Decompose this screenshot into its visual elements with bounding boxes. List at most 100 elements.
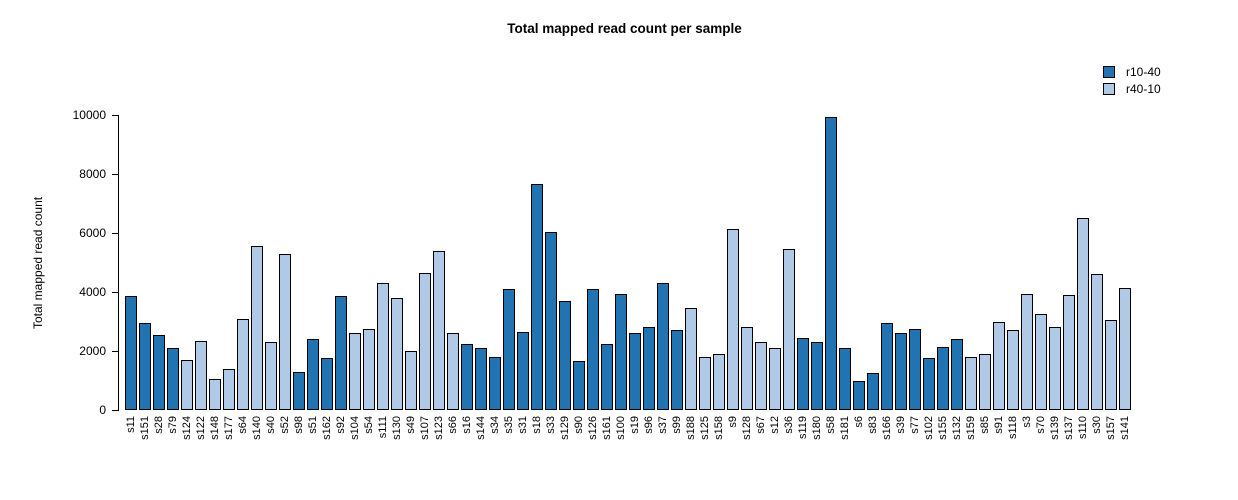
x-label-cell: s52: [279, 416, 291, 434]
x-tick-label: s155: [937, 416, 949, 440]
x-tick-label: s177: [223, 416, 235, 440]
bar-s36: [783, 249, 795, 410]
bar-s64: [237, 318, 249, 410]
x-tick-label: s132: [951, 416, 963, 440]
x-tick-label: s157: [1105, 416, 1117, 440]
x-tick-label: s118: [1007, 416, 1019, 440]
x-label-cell: s79: [167, 416, 179, 434]
bar-s18: [531, 184, 543, 410]
bar-s99: [671, 330, 683, 410]
x-label-cell: s77: [909, 416, 921, 434]
x-label-cell: s140: [251, 416, 263, 440]
x-tick-label: s128: [741, 416, 753, 440]
x-label-cell: s137: [1063, 416, 1075, 440]
x-tick-label: s98: [293, 416, 305, 434]
bar-s16: [461, 343, 473, 410]
x-label-cell: s67: [755, 416, 767, 434]
bar-s119: [797, 337, 809, 410]
x-label-cell: s181: [839, 416, 851, 440]
x-tick-label: s66: [447, 416, 459, 434]
bar-s122: [195, 340, 207, 410]
bar-s49: [405, 351, 417, 410]
x-label-cell: s155: [937, 416, 949, 440]
x-tick-label: s188: [685, 416, 697, 440]
x-tick-label: s124: [181, 416, 193, 440]
legend-label: r40-10: [1126, 81, 1161, 96]
x-label-cell: s177: [223, 416, 235, 440]
bar-s3: [1021, 293, 1033, 410]
x-label-cell: s130: [391, 416, 403, 440]
legend: r10-40 r40-10: [1103, 63, 1161, 97]
bar-s151: [139, 323, 151, 410]
x-tick-label: s36: [783, 416, 795, 434]
x-label-cell: s37: [657, 416, 669, 434]
x-tick-label: s33: [545, 416, 557, 434]
bar-s180: [811, 342, 823, 410]
x-tick-label: s141: [1119, 416, 1131, 440]
x-label-cell: s180: [811, 416, 823, 440]
bar-s54: [363, 328, 375, 410]
x-tick-label: s67: [755, 416, 767, 434]
x-tick-label: s104: [349, 416, 361, 440]
y-axis-line: [118, 115, 119, 411]
x-label-cell: s144: [475, 416, 487, 440]
x-tick-label: s51: [307, 416, 319, 434]
bar-s92: [335, 296, 347, 410]
x-tick-label: s92: [335, 416, 347, 434]
x-label-cell: s141: [1119, 416, 1131, 440]
x-label-cell: s33: [545, 416, 557, 434]
x-label-cell: s92: [335, 416, 347, 434]
y-tick-label: 10000: [72, 108, 106, 122]
x-label-cell: s96: [643, 416, 655, 434]
legend-row-r40-10: r40-10: [1103, 80, 1161, 97]
bar-s58: [825, 116, 837, 410]
x-label-cell: s51: [307, 416, 319, 434]
x-label-cell: s118: [1007, 416, 1019, 439]
y-tick-label: 2000: [79, 344, 106, 358]
x-labels-row: s11 s151 s28 s79 s124 s122 s148 s177 s64 s140 s40 s…: [125, 416, 1131, 440]
x-label-cell: s30: [1091, 416, 1103, 434]
y-tick-label: 0: [99, 403, 106, 417]
x-label-cell: s104: [349, 416, 361, 440]
bar-s162: [321, 358, 333, 410]
chart-title: Total mapped read count per sample: [507, 21, 742, 36]
bar-s85: [979, 354, 991, 410]
x-label-cell: s158: [713, 416, 725, 440]
bar-s83: [867, 373, 879, 410]
bar-s40: [265, 342, 277, 410]
x-tick-label: s130: [391, 416, 403, 440]
x-label-cell: s151: [139, 416, 151, 440]
x-tick-label: s34: [489, 416, 501, 434]
x-label-cell: s126: [587, 416, 599, 440]
x-tick-label: s140: [251, 416, 263, 440]
x-tick-label: s19: [629, 416, 641, 434]
bar-s129: [559, 300, 571, 410]
bar-s79: [167, 348, 179, 410]
legend-row-r10-40: r10-40: [1103, 63, 1161, 80]
x-label-cell: s70: [1035, 416, 1047, 434]
x-tick-label: s58: [825, 416, 837, 434]
x-label-cell: s188: [685, 416, 697, 440]
x-tick-label: s144: [475, 416, 487, 440]
legend-label: r10-40: [1126, 64, 1161, 79]
x-tick-label: s3: [1021, 416, 1033, 428]
bar-s6: [853, 380, 865, 410]
x-tick-label: s102: [923, 416, 935, 440]
x-label-cell: s98: [293, 416, 305, 434]
x-label-cell: s9: [727, 416, 739, 428]
x-tick-label: s12: [769, 416, 781, 434]
bar-s140: [251, 246, 263, 410]
x-tick-label: s49: [405, 416, 417, 434]
y-tick-mark: [112, 292, 118, 293]
x-label-cell: s28: [153, 416, 165, 434]
x-label-cell: s58: [825, 416, 837, 434]
y-tick-mark: [112, 410, 118, 411]
x-tick-label: s90: [573, 416, 585, 434]
bar-s67: [755, 342, 767, 410]
x-label-cell: s124: [181, 416, 193, 440]
x-tick-label: s54: [363, 416, 375, 434]
x-tick-label: s91: [993, 416, 1005, 434]
x-tick-label: s129: [559, 416, 571, 440]
x-label-cell: s19: [629, 416, 641, 434]
x-label-cell: s39: [895, 416, 907, 434]
